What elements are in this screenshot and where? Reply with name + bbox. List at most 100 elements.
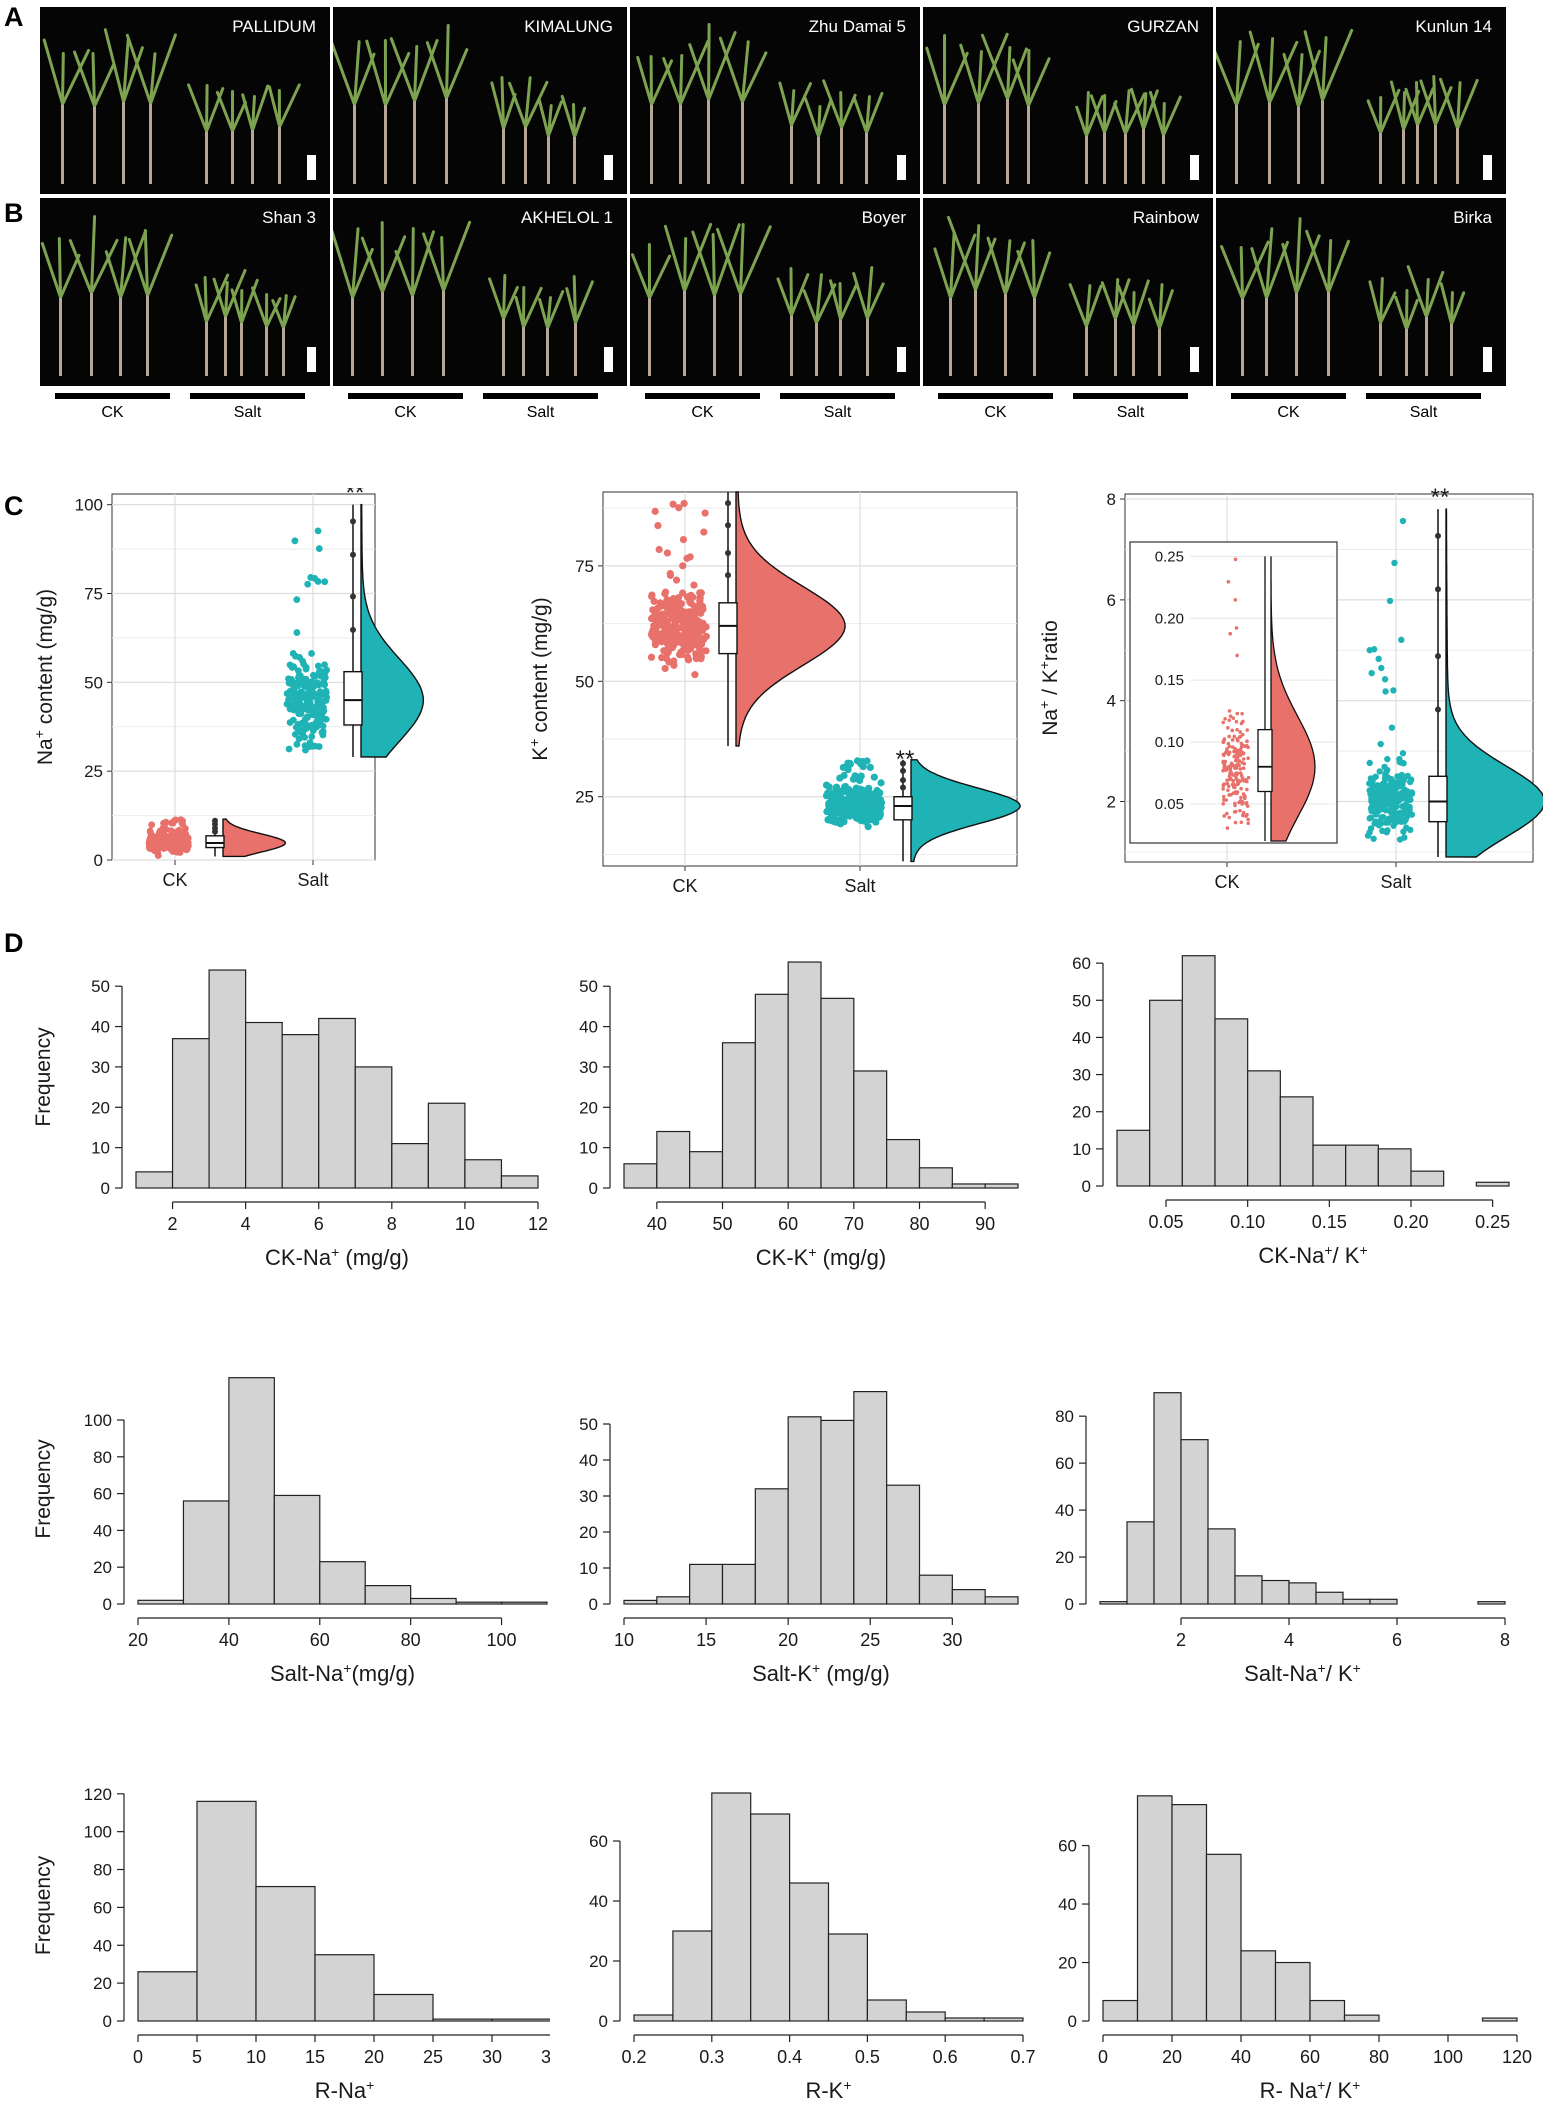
- salt-data-point: [302, 678, 309, 685]
- plant-stem: [738, 290, 742, 376]
- x-axis-label: CK-Na+/ K+: [1258, 1242, 1367, 1268]
- plant-stem: [973, 286, 977, 376]
- plant-stem: [351, 293, 355, 376]
- histogram-bar: [1099, 1601, 1128, 1605]
- salt-outlier: [900, 767, 906, 774]
- ck-data-point: [696, 633, 704, 642]
- inset-ck-data-point: [1232, 754, 1237, 759]
- salt-data-point: [1407, 826, 1414, 834]
- salt-data-point: [861, 804, 869, 812]
- salt-data-point: [1390, 687, 1397, 694]
- plant-stem: [1326, 288, 1330, 376]
- salt-data-point: [837, 788, 846, 797]
- salt-data-point: [1391, 559, 1398, 567]
- x-tick-label: 0.2: [621, 2047, 646, 2067]
- salt-data-point: [1384, 755, 1391, 763]
- inset-ck-data-point: [1221, 783, 1226, 788]
- chart-c-k-content: 25 50 75 CK Salt K+ content (mg/g) **: [526, 491, 1021, 896]
- inset-ck-data-point: [1231, 773, 1235, 777]
- ck-data-point: [664, 644, 672, 652]
- plot-panel: [111, 493, 376, 861]
- y-tick-label: 50: [579, 977, 598, 996]
- salt-data-point: [1367, 778, 1375, 785]
- y-tick-label: 75: [575, 557, 594, 576]
- scale-bar: [307, 155, 316, 180]
- inset-ck-data-point: [1233, 803, 1237, 808]
- ck-data-point: [683, 653, 692, 661]
- plant-stem: [1235, 101, 1239, 184]
- salt-condition-label: Salt: [1116, 404, 1145, 421]
- ck-data-point: [679, 535, 688, 544]
- inset-y-tick-label: 0.10: [1155, 734, 1184, 751]
- salt-data-point: [315, 545, 323, 552]
- plant-stem: [1297, 102, 1301, 184]
- cultivar-label: GURZAN: [1127, 17, 1199, 36]
- photo-rainbow: Rainbow: [923, 198, 1213, 386]
- inset-ck-data-point: [1235, 737, 1239, 741]
- ck-data-point: [658, 654, 666, 662]
- histogram-bar: [1274, 1961, 1311, 2022]
- ck-data-point: [685, 608, 694, 616]
- salt-data-point: [1394, 773, 1401, 780]
- x-tick-label: 60: [778, 1214, 798, 1234]
- label-part: Na: [34, 738, 57, 765]
- inset-ck-box: [1257, 728, 1273, 793]
- histogram-bar: [1136, 1795, 1173, 2022]
- superscript: +: [1318, 1660, 1326, 1676]
- ck-outlier: [725, 522, 731, 529]
- plant-leaf: [125, 33, 153, 104]
- y-tick-label: 10: [579, 1559, 598, 1578]
- ck-data-point: [661, 626, 669, 634]
- histogram-bar: [787, 961, 822, 1189]
- cultivar-label: Shan 3: [262, 208, 316, 227]
- x-tick-label: 0.10: [1230, 1212, 1265, 1232]
- plant-stem: [1456, 124, 1460, 184]
- salt-data-point: [1377, 806, 1385, 813]
- histogram-bar: [318, 1017, 356, 1189]
- x-tick-label: 0.25: [1475, 1212, 1510, 1232]
- histogram-bar: [319, 1561, 366, 1605]
- inset-ck-data-point: [1233, 557, 1238, 562]
- histogram-bar: [1315, 1591, 1344, 1605]
- plant-stem: [948, 293, 952, 376]
- scale-bar: [897, 155, 906, 180]
- y-tick-label: 40: [91, 1018, 110, 1037]
- salt-data-point: [291, 537, 299, 545]
- salt-bracket-bar: [483, 393, 598, 399]
- plant-stem: [353, 100, 357, 184]
- x-axis-label: Salt-K+ (mg/g): [752, 1660, 890, 1686]
- photo-kimalung: KIMALUNG: [333, 7, 627, 194]
- inset-ck-data-point: [1239, 749, 1244, 754]
- plant-stem: [1434, 120, 1438, 184]
- ck-data-point: [680, 499, 688, 508]
- ck-data-point: [661, 664, 669, 673]
- y-tick-label: 10: [579, 1139, 598, 1158]
- salt-outlier: [1435, 586, 1441, 593]
- salt-data-point: [312, 720, 320, 727]
- histogram-bar: [1279, 1096, 1314, 1187]
- inset-ck-data-point: [1226, 784, 1231, 789]
- salt-data-point: [1377, 740, 1384, 748]
- x-tick-label: 20: [364, 2047, 384, 2067]
- histogram-bar: [633, 2014, 674, 2022]
- plant-stem: [678, 100, 682, 184]
- label-part: Na: [1039, 709, 1062, 736]
- inset-ck-data-point: [1227, 718, 1232, 723]
- histogram-bar: [1149, 999, 1183, 1187]
- y-tick-label: 20: [589, 1952, 608, 1971]
- salt-bracket-bar: [780, 393, 895, 399]
- inset-ck-data-point: [1234, 626, 1239, 630]
- histogram-bar: [281, 1034, 320, 1189]
- y-tick-label: 50: [579, 1415, 598, 1434]
- salt-data-point: [310, 671, 317, 679]
- salt-data-point: [875, 801, 883, 809]
- inset-ck-data-point: [1222, 814, 1226, 818]
- x-tick-label: 0.5: [855, 2047, 880, 2067]
- y-tick-label: 30: [579, 1487, 598, 1506]
- plant-stem: [1084, 322, 1088, 376]
- ck-bracket-bar: [55, 393, 170, 399]
- salt-box: [1428, 775, 1448, 823]
- x-tick-label: 40: [219, 1630, 239, 1650]
- y-tick-label: 40: [1058, 1895, 1077, 1914]
- plant-stem: [707, 95, 711, 184]
